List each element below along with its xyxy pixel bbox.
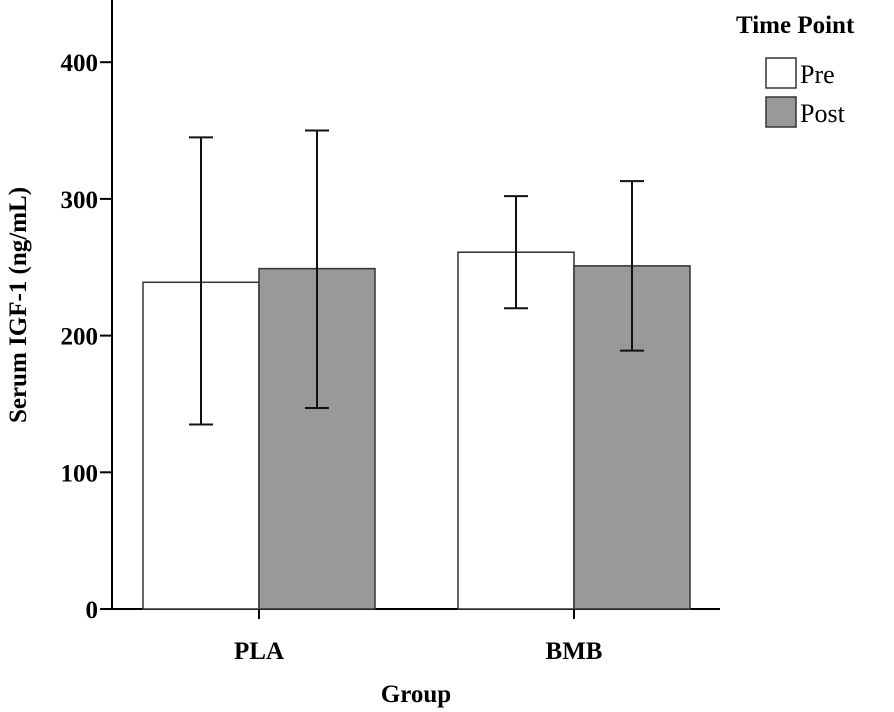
legend-swatch-pre — [765, 57, 797, 89]
legend-label-pre: Pre — [800, 60, 835, 89]
x-axis-title: Group — [381, 681, 451, 708]
legend-title: Time Point — [736, 12, 855, 39]
legend-swatch-post — [765, 96, 797, 128]
y-tick-label: 0 — [86, 597, 99, 624]
x-tick-label: BMB — [546, 638, 603, 665]
x-tick-label: PLA — [234, 638, 284, 665]
y-tick-label: 400 — [61, 50, 99, 77]
y-tick-label: 200 — [61, 324, 99, 351]
y-axis-title: Serum IGF-1 (ng/mL) — [5, 187, 32, 423]
bar-pre-bmb — [457, 251, 575, 610]
legend-label-post: Post — [800, 99, 846, 128]
y-tick-label: 300 — [61, 187, 99, 214]
y-tick-label: 100 — [61, 460, 99, 487]
